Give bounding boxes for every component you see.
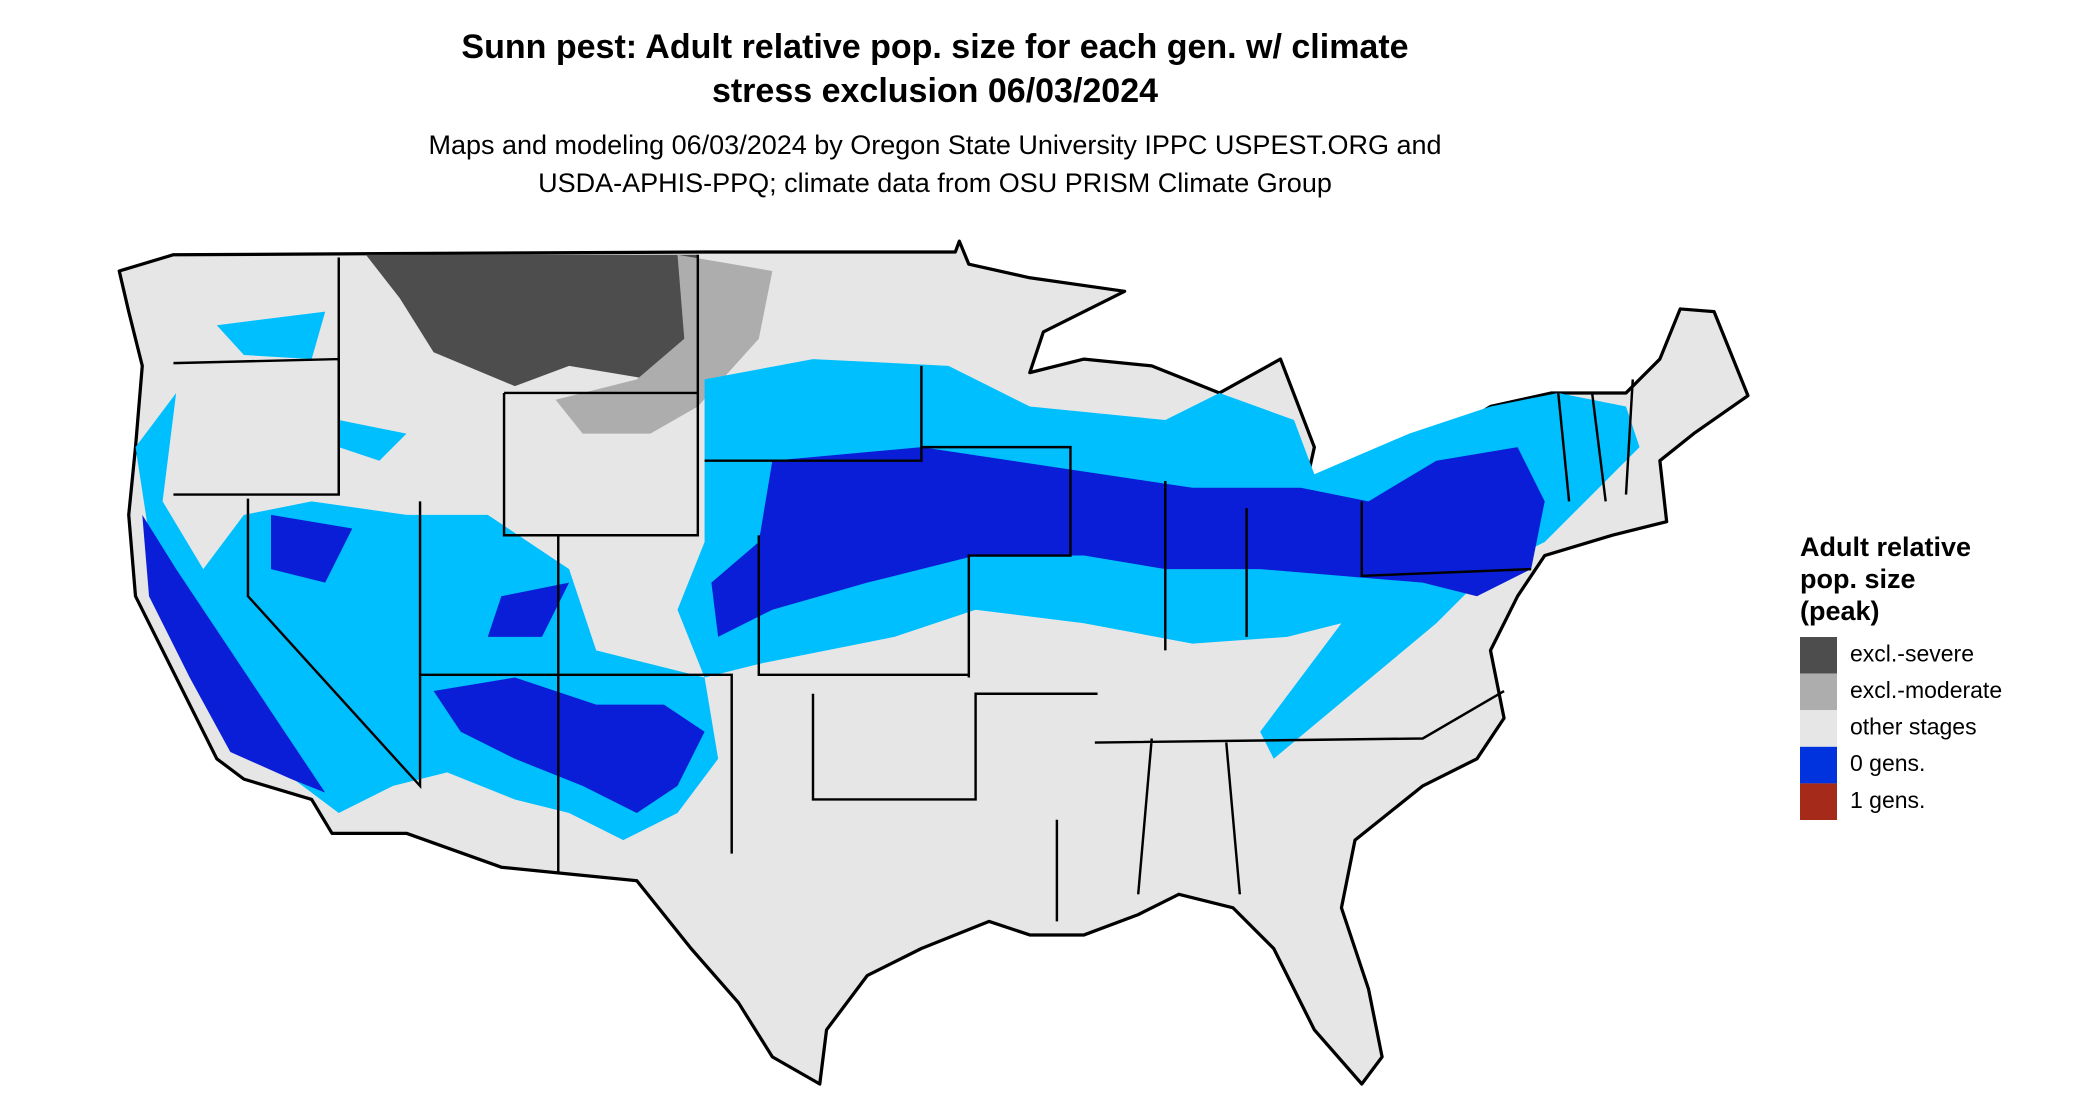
legend-swatch [1800, 783, 1837, 820]
legend-label: 1 gens. [1850, 787, 1925, 813]
state-borders [173, 254, 1634, 922]
legend-title-line: (peak) [1800, 596, 1880, 626]
light-blue-northwest [216, 311, 407, 461]
map [117, 239, 1750, 1086]
legend-label: 0 gens. [1850, 750, 1925, 776]
dark-blue-band [711, 447, 1545, 637]
legend-swatch [1800, 710, 1837, 747]
legend: Adult relative pop. size (peak) excl.-se… [1800, 532, 2002, 820]
legend-title-line: pop. size [1800, 564, 1916, 594]
excluded-severe-area [365, 254, 698, 387]
us-outline [117, 239, 1750, 1086]
subtitle-line: Maps and modeling 06/03/2024 by Oregon S… [428, 130, 1441, 160]
legend-title-line: Adult relative [1800, 532, 1971, 562]
subtitle-line: USDA-APHIS-PPQ; climate data from OSU PR… [538, 168, 1332, 198]
legend-swatch [1800, 746, 1837, 784]
legend-label: excl.-severe [1850, 640, 1974, 666]
titles: Sunn pest: Adult relative pop. size for … [428, 28, 1441, 198]
legend-label: other stages [1850, 714, 1977, 740]
excluded-moderate-area [555, 254, 773, 434]
dark-blue-west [142, 514, 705, 813]
legend-label: excl.-moderate [1850, 677, 2002, 703]
legend-swatch [1800, 673, 1837, 711]
title-line: stress exclusion 06/03/2024 [712, 72, 1158, 110]
title-line: Sunn pest: Adult relative pop. size for … [461, 28, 1408, 66]
legend-swatch [1800, 637, 1837, 674]
